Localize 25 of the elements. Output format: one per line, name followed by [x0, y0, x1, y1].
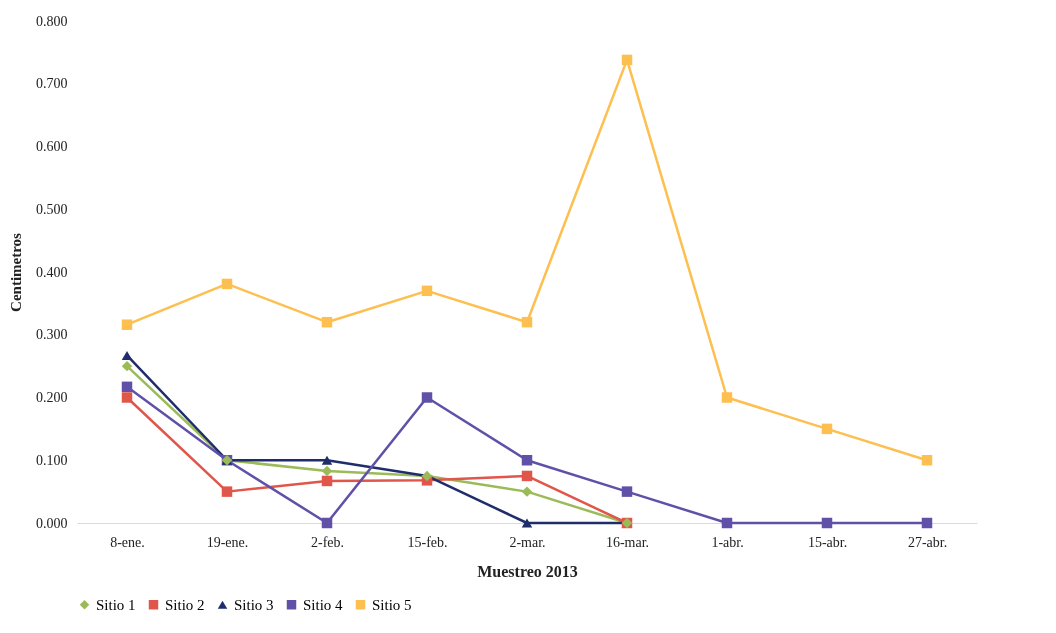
y-tick-label: 0.700 — [36, 76, 68, 92]
legend-label: Sitio 3 — [234, 596, 274, 613]
legend-label: Sitio 4 — [303, 596, 344, 613]
y-axis-title: Centimetros — [8, 232, 24, 312]
x-tick-label: 27-abr. — [907, 534, 948, 550]
legend-label: Sitio 1 — [96, 596, 136, 613]
legend-label: Sitio 5 — [372, 596, 412, 613]
y-tick-label: 0.200 — [36, 390, 68, 405]
legend-label: Sitio 2 — [165, 596, 205, 613]
x-tick-label: 2-mar. — [509, 534, 546, 550]
y-tick-label: 0.800 — [36, 13, 68, 29]
x-tick-label: 15-feb. — [407, 534, 448, 550]
x-tick-label: 15-abr. — [807, 534, 848, 550]
y-tick-label: 0.000 — [36, 515, 68, 531]
y-tick-label: 0.100 — [36, 452, 68, 468]
x-tick-label: 19-ene. — [206, 534, 249, 550]
y-tick-label: 0.500 — [36, 201, 68, 217]
x-tick-label: 1-abr. — [711, 534, 744, 550]
y-tick-label: 0.600 — [36, 139, 68, 154]
x-tick-label: 16-mar. — [605, 534, 650, 550]
x-tick-label: 2-feb. — [310, 534, 345, 550]
y-tick-label: 0.400 — [36, 264, 68, 280]
x-tick-label: 8-ene. — [110, 534, 145, 550]
x-axis-title: Muestreo 2013 — [477, 562, 578, 580]
y-tick-label: 0.300 — [36, 327, 68, 343]
